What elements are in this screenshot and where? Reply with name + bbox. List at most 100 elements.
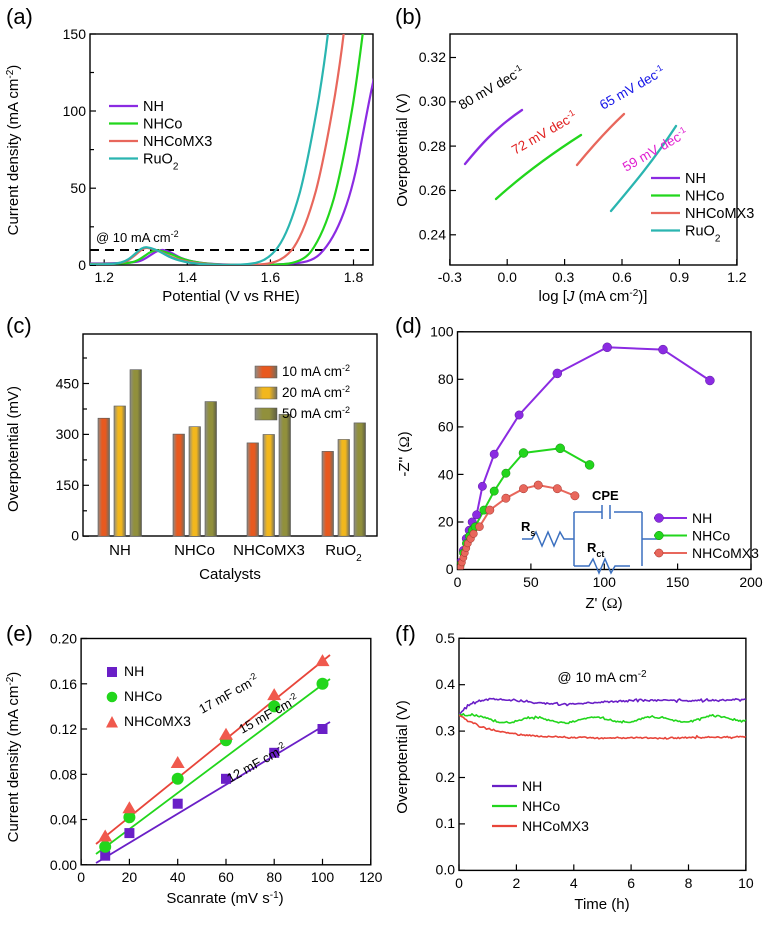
svg-text:20 mA cm-2: 20 mA cm-2 <box>282 384 350 400</box>
svg-text:RuO2: RuO2 <box>143 152 179 173</box>
svg-text:NH: NH <box>124 663 144 679</box>
svg-text:100: 100 <box>311 869 335 885</box>
svg-text:NH: NH <box>109 542 131 559</box>
svg-text:NH: NH <box>143 99 164 115</box>
svg-text:15 mF cm-2: 15 mF cm-2 <box>236 691 301 737</box>
svg-text:NHCo: NHCo <box>174 542 215 559</box>
svg-text:0.00: 0.00 <box>50 857 77 873</box>
svg-text:0: 0 <box>71 528 79 544</box>
svg-text:0: 0 <box>77 869 85 885</box>
svg-text:(e): (e) <box>6 621 33 646</box>
svg-text:40: 40 <box>170 869 186 885</box>
svg-text:0.04: 0.04 <box>50 812 77 828</box>
svg-text:Catalysts: Catalysts <box>199 566 261 583</box>
svg-text:NHCoMX3: NHCoMX3 <box>233 542 305 559</box>
svg-text:NHCoMX3: NHCoMX3 <box>685 206 754 222</box>
svg-text:150: 150 <box>63 26 87 42</box>
svg-text:0.4: 0.4 <box>436 676 456 692</box>
svg-text:8: 8 <box>685 875 693 891</box>
svg-text:1.8: 1.8 <box>344 269 364 285</box>
svg-text:72 mV dec-1: 72 mV dec-1 <box>509 107 580 157</box>
svg-text:-Z'' (Ω): -Z'' (Ω) <box>396 431 413 476</box>
svg-text:4: 4 <box>570 875 578 891</box>
svg-text:20: 20 <box>438 514 454 530</box>
svg-text:0.12: 0.12 <box>50 721 77 737</box>
svg-text:0.6: 0.6 <box>612 269 632 285</box>
svg-text:@ 10 mA cm-2: @ 10 mA cm-2 <box>96 229 179 245</box>
svg-text:RuO2: RuO2 <box>685 224 721 245</box>
svg-text:Time (h): Time (h) <box>574 896 629 913</box>
svg-text:80: 80 <box>438 371 454 387</box>
svg-text:20: 20 <box>122 869 138 885</box>
svg-text:NH: NH <box>692 510 712 526</box>
svg-text:100: 100 <box>593 574 617 590</box>
svg-text:17 mF cm-2: 17 mF cm-2 <box>196 671 261 717</box>
svg-text:60: 60 <box>438 419 454 435</box>
svg-text:0.0: 0.0 <box>497 269 517 285</box>
svg-text:@ 10 mA cm-2: @ 10 mA cm-2 <box>557 669 647 686</box>
svg-text:Scanrate (mV s-1): Scanrate (mV s-1) <box>166 890 283 908</box>
svg-text:Current density (mA cm-2): Current density (mA cm-2) <box>5 672 23 843</box>
svg-text:10 mA cm-2: 10 mA cm-2 <box>282 363 350 379</box>
svg-text:2: 2 <box>513 875 521 891</box>
svg-text:(a): (a) <box>6 4 33 29</box>
svg-text:CPE: CPE <box>592 488 619 503</box>
svg-text:150: 150 <box>56 477 80 493</box>
svg-text:Overpotential (mV): Overpotential (mV) <box>5 386 22 512</box>
svg-text:80: 80 <box>266 869 282 885</box>
svg-text:-0.3: -0.3 <box>438 269 462 285</box>
svg-text:0.3: 0.3 <box>555 269 575 285</box>
svg-text:0.28: 0.28 <box>419 138 446 154</box>
svg-text:0.20: 0.20 <box>50 631 77 647</box>
svg-text:NHCoMX3: NHCoMX3 <box>124 713 191 729</box>
svg-text:0.30: 0.30 <box>419 93 446 109</box>
svg-text:0.2: 0.2 <box>436 769 456 785</box>
svg-text:200: 200 <box>739 574 763 590</box>
svg-text:59 mV dec-1: 59 mV dec-1 <box>620 124 691 174</box>
svg-text:6: 6 <box>627 875 635 891</box>
svg-text:1.2: 1.2 <box>94 269 114 285</box>
svg-text:(d): (d) <box>395 313 422 338</box>
svg-text:RuO2: RuO2 <box>325 542 362 564</box>
svg-text:NHCo: NHCo <box>522 798 560 814</box>
svg-text:0.26: 0.26 <box>419 182 446 198</box>
svg-text:NHCo: NHCo <box>692 528 730 544</box>
svg-text:0: 0 <box>454 574 462 590</box>
svg-text:0.3: 0.3 <box>436 722 456 738</box>
svg-text:0: 0 <box>455 875 463 891</box>
svg-text:0.9: 0.9 <box>670 269 690 285</box>
svg-text:Overpotential (V): Overpotential (V) <box>394 93 411 206</box>
svg-text:12 mF cm-2: 12 mF cm-2 <box>224 740 289 786</box>
svg-text:0.0: 0.0 <box>436 862 456 878</box>
svg-text:NHCo: NHCo <box>124 688 162 704</box>
svg-text:log [J (mA cm-2)]: log [J (mA cm-2)] <box>539 288 648 306</box>
svg-text:0.24: 0.24 <box>419 227 446 243</box>
svg-text:40: 40 <box>438 467 454 483</box>
svg-text:1.2: 1.2 <box>727 269 747 285</box>
svg-text:NHCo: NHCo <box>143 117 182 133</box>
svg-text:Rct: Rct <box>587 540 604 559</box>
svg-text:150: 150 <box>666 574 690 590</box>
svg-text:0.1: 0.1 <box>436 815 456 831</box>
svg-text:NH: NH <box>685 171 706 187</box>
svg-text:Z' (Ω): Z' (Ω) <box>585 595 622 612</box>
svg-text:Current density (mA cm-2): Current density (mA cm-2) <box>5 65 23 236</box>
svg-text:0.5: 0.5 <box>436 630 456 646</box>
svg-text:300: 300 <box>56 426 80 442</box>
svg-text:1.4: 1.4 <box>178 269 198 285</box>
svg-text:NH: NH <box>522 778 542 794</box>
svg-text:Rs: Rs <box>521 519 535 538</box>
svg-text:Potential (V vs RHE): Potential (V vs RHE) <box>162 288 300 305</box>
svg-text:NHCoMX3: NHCoMX3 <box>143 134 212 150</box>
svg-text:120: 120 <box>359 869 383 885</box>
svg-text:80 mV dec-1: 80 mV dec-1 <box>456 62 527 112</box>
svg-text:NHCoMX3: NHCoMX3 <box>522 818 589 834</box>
svg-text:50: 50 <box>523 574 539 590</box>
svg-text:(b): (b) <box>395 4 422 29</box>
svg-text:50 mA cm-2: 50 mA cm-2 <box>282 405 350 421</box>
svg-text:(c): (c) <box>6 313 32 338</box>
svg-text:50: 50 <box>70 180 86 196</box>
svg-text:Overpotential (V): Overpotential (V) <box>394 700 411 813</box>
svg-text:0: 0 <box>446 561 454 577</box>
svg-text:0: 0 <box>78 257 86 273</box>
